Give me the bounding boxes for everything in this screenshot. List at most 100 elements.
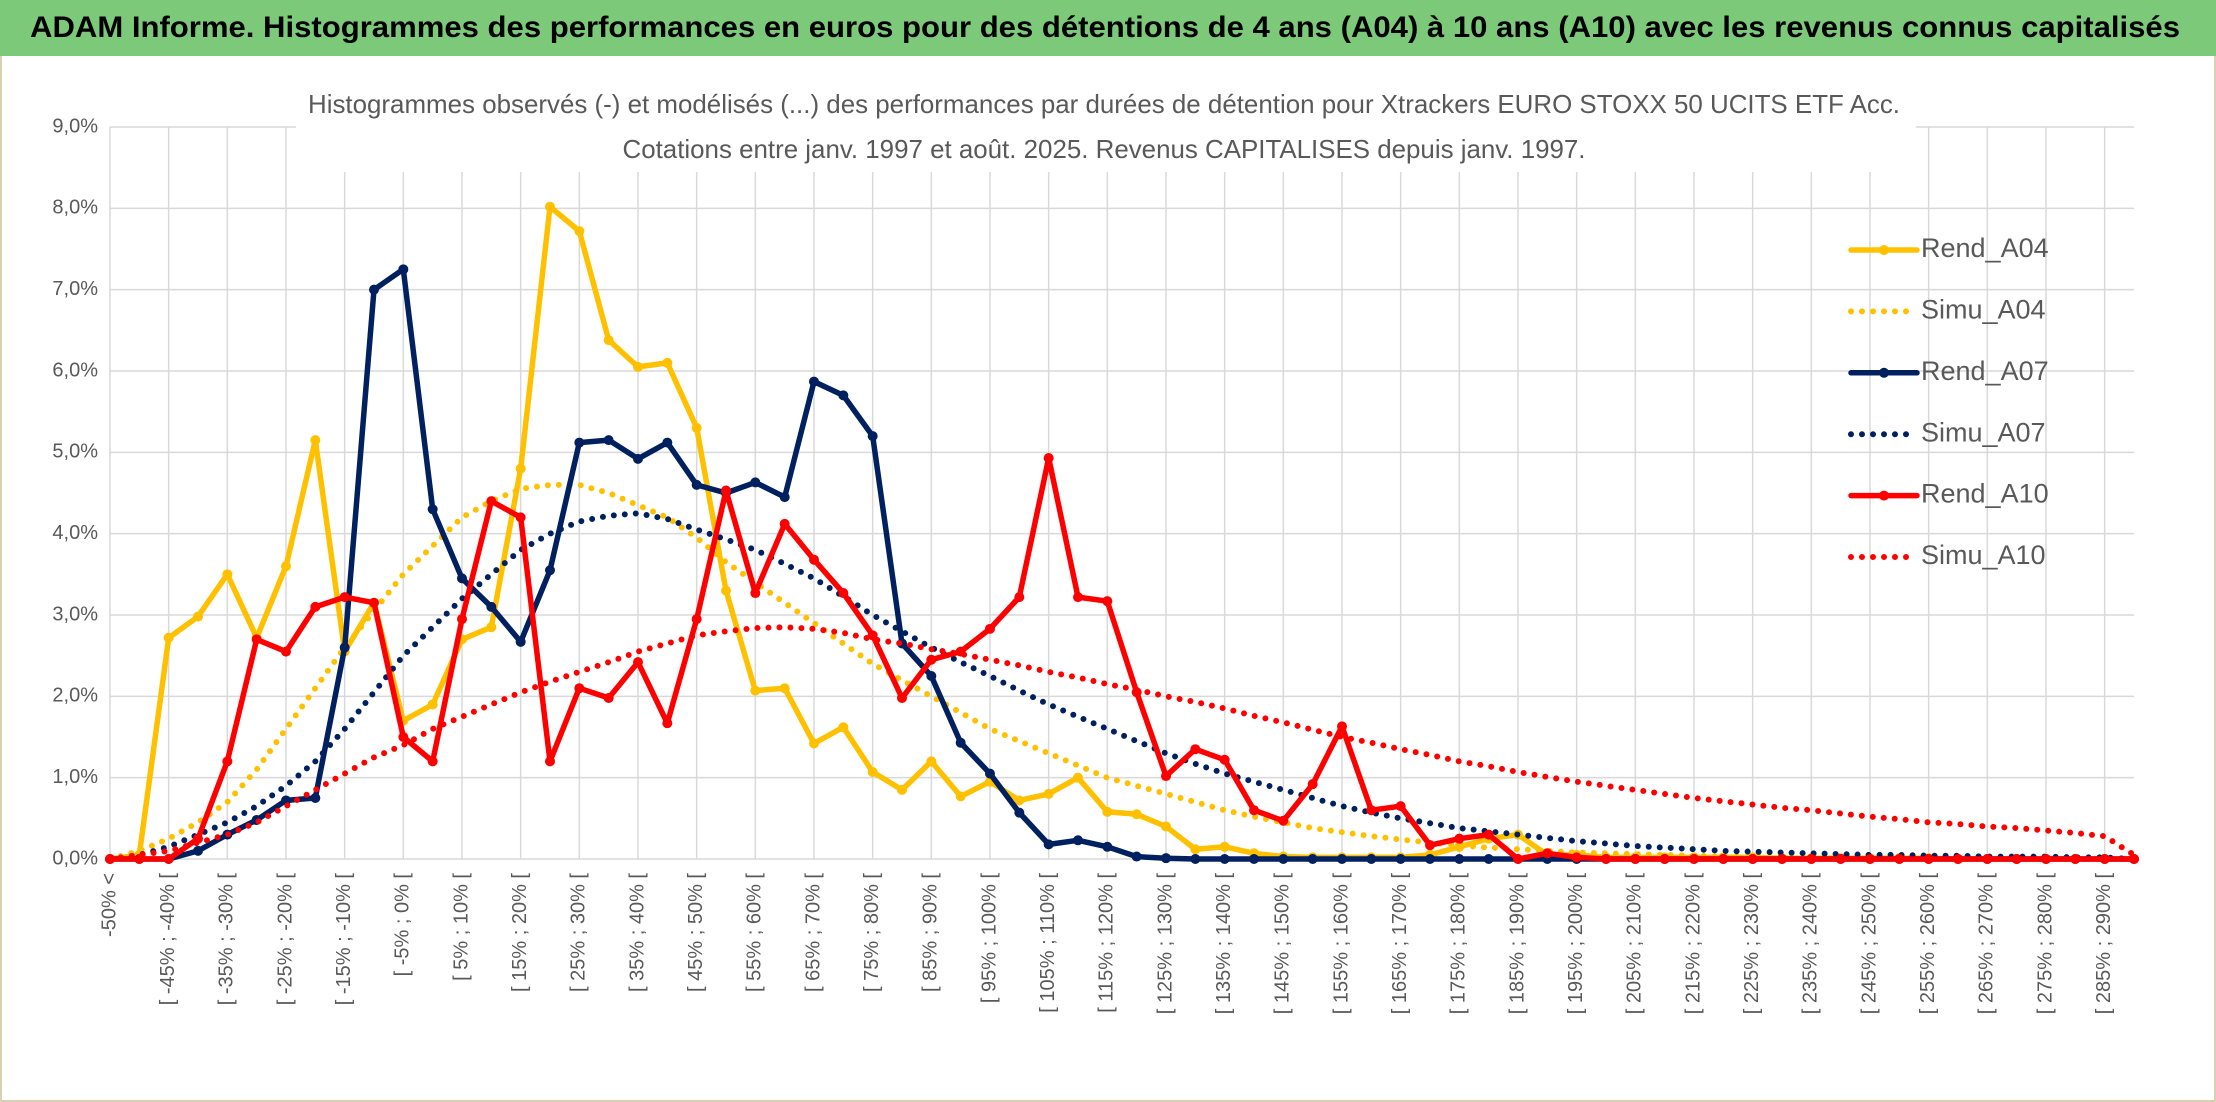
point — [398, 732, 409, 742]
point — [897, 784, 907, 795]
chart-subtitle: Cotations entre janv. 1997 et août. 2025… — [623, 134, 1586, 164]
x-tick-label: [ -25% ; -20% [ — [274, 873, 296, 1006]
point — [486, 622, 497, 633]
point — [1953, 854, 1963, 864]
x-tick-label: [ -5% ; 0% [ — [392, 873, 414, 977]
point — [310, 435, 321, 446]
legend-label: Simu_A10 — [1921, 540, 2046, 570]
point — [867, 431, 878, 442]
title-backdrop — [296, 86, 1916, 172]
y-tick-label: 6,0% — [52, 359, 98, 381]
point — [1982, 854, 1993, 864]
x-tick-label: [ 225% ; 230% [ — [1741, 873, 1763, 1015]
point — [2011, 854, 2022, 864]
series-line — [107, 624, 2137, 862]
x-tick-label: [ 255% ; 260% [ — [1917, 873, 1939, 1015]
point — [1307, 779, 1318, 790]
point — [1630, 854, 1641, 864]
point — [662, 357, 673, 368]
point — [427, 756, 438, 767]
x-tick-label: [ 115% ; 120% [ — [1096, 873, 1118, 1013]
point — [1249, 805, 1259, 816]
point — [251, 634, 262, 645]
point — [838, 722, 849, 733]
point — [1689, 854, 1699, 864]
point — [1014, 795, 1025, 806]
banner-title: ADAM Informe. Histogrammes des performan… — [30, 11, 2180, 44]
point — [1395, 801, 1406, 812]
x-tick-label: [ 195% ; 200% [ — [1565, 873, 1587, 1015]
x-tick-label: [ 265% ; 270% [ — [1976, 873, 1998, 1015]
point — [339, 592, 350, 603]
x-tick-label: -50% < — [98, 873, 120, 937]
x-tick-label: [ 85% ; 90% [ — [920, 873, 942, 992]
point — [398, 264, 409, 275]
x-tick-label: [ -15% ; -10% [ — [333, 873, 355, 1006]
point — [515, 512, 526, 523]
point — [1219, 854, 1230, 864]
x-tick-label: [ 185% ; 190% [ — [1506, 873, 1528, 1015]
point — [1131, 851, 1142, 862]
point — [339, 642, 350, 653]
point — [310, 601, 321, 612]
point — [1043, 788, 1054, 799]
point — [1542, 848, 1553, 859]
point — [369, 597, 379, 608]
point — [545, 201, 555, 212]
point — [809, 738, 819, 749]
point — [1747, 854, 1758, 864]
y-tick-label: 2,0% — [52, 685, 98, 707]
point — [1190, 844, 1201, 855]
point — [1571, 852, 1582, 863]
point — [1806, 854, 1817, 864]
point — [1923, 854, 1934, 864]
point — [1190, 744, 1201, 755]
x-tick-label: [ 275% ; 280% [ — [2034, 873, 2056, 1015]
point — [163, 632, 174, 643]
point — [369, 284, 379, 295]
x-tick-label: [ 35% ; 40% [ — [626, 873, 648, 992]
x-tick-label: [ 155% ; 160% [ — [1330, 873, 1352, 1015]
x-tick-label: [ 235% ; 240% [ — [1800, 873, 1822, 1015]
point — [222, 756, 233, 767]
x-tick-label: [ 65% ; 70% [ — [802, 873, 824, 992]
point — [867, 630, 878, 641]
point — [1161, 853, 1171, 864]
point — [633, 361, 643, 372]
point — [1131, 809, 1142, 820]
x-tick-label: [ -45% ; -40% [ — [157, 873, 179, 1006]
legend-label: Rend_A07 — [1921, 356, 2049, 386]
point — [2129, 854, 2139, 864]
point — [926, 671, 937, 681]
point — [427, 504, 438, 515]
point — [1425, 840, 1435, 851]
point — [574, 226, 585, 237]
point — [633, 453, 643, 464]
point — [1014, 592, 1025, 603]
y-tick-label: 9,0% — [52, 115, 98, 137]
point — [750, 477, 761, 488]
point — [809, 376, 819, 387]
point — [867, 766, 878, 777]
y-tick-label: 4,0% — [52, 522, 98, 544]
point — [1366, 805, 1377, 816]
point — [1601, 854, 1611, 864]
point — [2070, 854, 2081, 864]
point — [1161, 821, 1171, 832]
point — [1366, 854, 1377, 864]
point — [1425, 854, 1435, 864]
point — [1278, 854, 1289, 864]
x-tick-label: [ 165% ; 170% [ — [1389, 873, 1411, 1015]
y-tick-label: 5,0% — [52, 441, 98, 463]
point — [1190, 854, 1201, 864]
point — [574, 683, 585, 694]
x-tick-label: [ 5% ; 10% [ — [450, 873, 472, 981]
point — [427, 699, 438, 710]
x-tick-label: [ -35% ; -30% [ — [216, 873, 238, 1006]
point — [1161, 771, 1171, 782]
legend-label: Rend_A04 — [1921, 233, 2049, 263]
point — [1835, 854, 1846, 864]
point — [1102, 806, 1113, 817]
x-tick-label: [ 55% ; 60% [ — [744, 873, 766, 992]
